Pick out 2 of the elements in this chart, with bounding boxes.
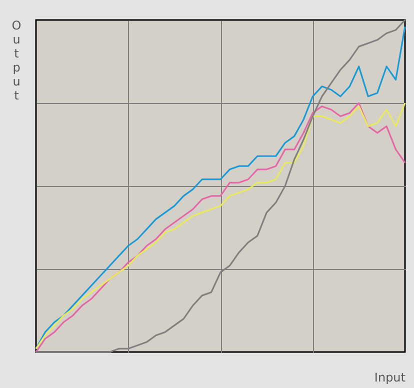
y-axis-title: Output	[12, 18, 22, 102]
x-axis-title: Input	[374, 370, 406, 384]
